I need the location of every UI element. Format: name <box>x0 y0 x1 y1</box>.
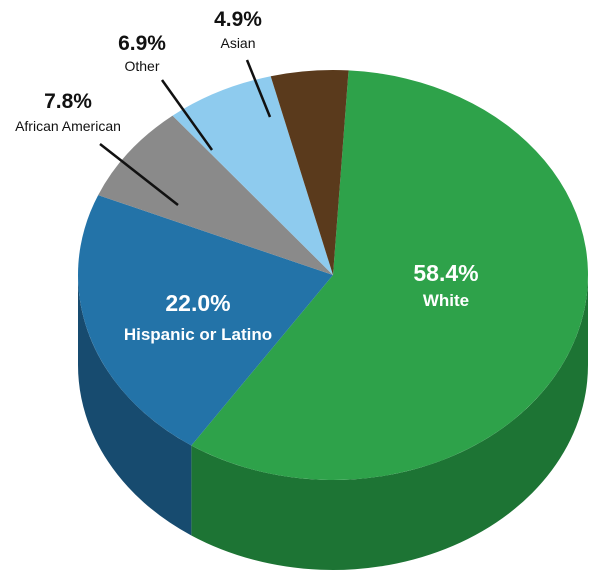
slice-label-name-asian: Asian <box>220 35 255 51</box>
pie-slice-african-american <box>98 115 333 276</box>
pie-slice-other <box>172 76 333 275</box>
pie-slice-white <box>191 70 588 480</box>
pie-top-slices <box>78 70 588 480</box>
pie-side-white <box>191 275 589 570</box>
leader-line-other <box>160 79 214 151</box>
leader-line-african-american <box>99 143 179 206</box>
slice-label-percent-african-american: 7.8% <box>44 90 92 113</box>
pie-side-hispanic-or-latino <box>78 275 192 536</box>
pie-slice-hispanic-or-latino <box>78 195 333 446</box>
slice-label-percent-white: 58.4% <box>413 260 478 286</box>
slice-label-percent-other: 6.9% <box>118 32 166 55</box>
slice-label-name-white: White <box>423 291 469 310</box>
leader-line-asian <box>245 59 272 118</box>
pie-slice-asian <box>270 70 349 276</box>
slice-label-name-african-american: African American <box>15 118 121 134</box>
slice-label-name-hispanic: Hispanic or Latino <box>124 325 272 344</box>
leader-lines <box>99 59 272 206</box>
slice-label-percent-hispanic: 22.0% <box>165 290 230 316</box>
slice-label-name-other: Other <box>124 58 159 74</box>
pie-sides <box>78 275 589 570</box>
slice-label-percent-asian: 4.9% <box>214 8 262 31</box>
